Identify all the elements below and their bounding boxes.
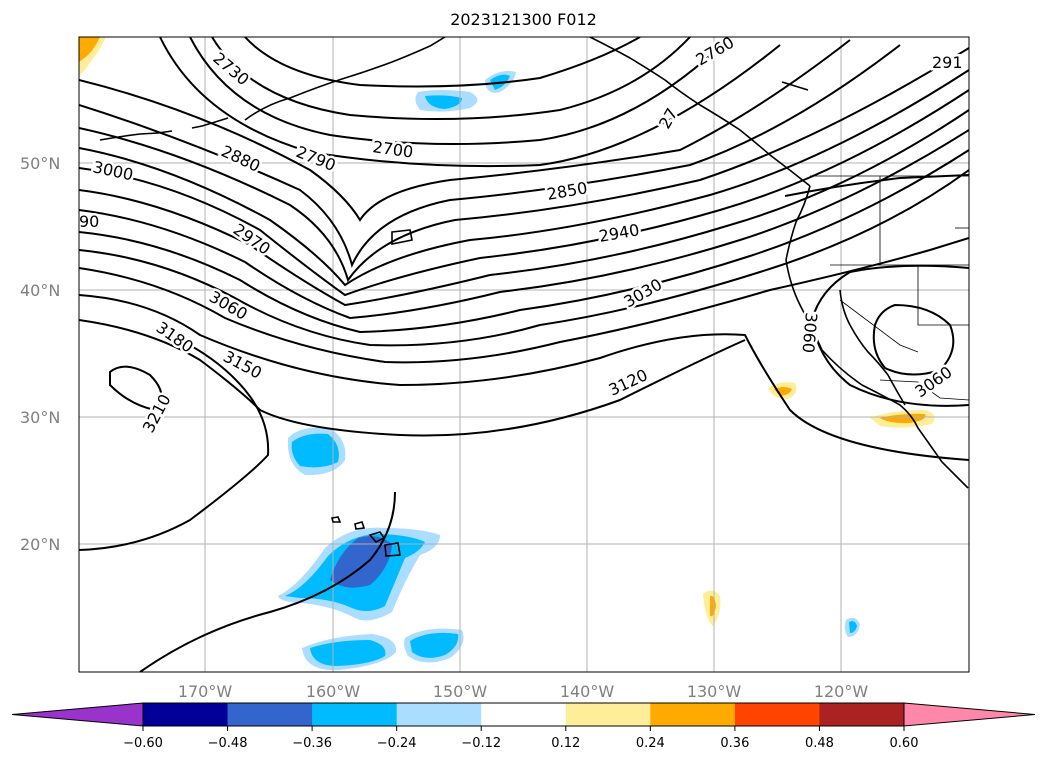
colorbar-extend-high [903, 702, 1036, 727]
lon-label: 170°W [178, 682, 233, 701]
lon-label: 140°W [560, 682, 615, 701]
colorbar-extend-low [11, 702, 144, 727]
colorbar-swatch [481, 703, 567, 726]
colorbar-tick-label: −0.12 [461, 736, 501, 751]
colorbar-swatch [819, 703, 905, 726]
height-contours [79, 37, 969, 672]
map-title: 2023121300 F012 [450, 10, 597, 29]
colorbar-tick-label: 0.36 [720, 736, 749, 751]
colorbar-tick-label: −0.36 [292, 736, 332, 751]
latitude-axis: 50°N 40°N 30°N 20°N [20, 154, 60, 554]
lat-label: 20°N [20, 535, 60, 554]
colorbar-frame [142, 702, 905, 727]
lat-label: 50°N [20, 154, 60, 173]
colorbar: −0.60 −0.48 −0.36 −0.24 −0.12 0.12 0.24 0.36 0.4… [11, 702, 1036, 751]
colorbar-tick-label: −0.24 [377, 736, 417, 751]
colorbar-tick-label: 0.12 [551, 736, 580, 751]
colorbar-swatch [565, 703, 651, 726]
lon-label: 160°W [306, 682, 361, 701]
colorbar-swatch [734, 703, 820, 726]
colorbar-tick-label: 0.24 [636, 736, 665, 751]
coastlines [99, 37, 969, 557]
colorbar-swatch [312, 703, 398, 726]
lat-label: 30°N [20, 408, 60, 427]
lon-label: 120°W [814, 682, 869, 701]
colorbar-swatch [143, 703, 229, 726]
colorbar-swatch [227, 703, 313, 726]
contour-label: 90 [79, 212, 99, 231]
colorbar-tick-label: 0.48 [805, 736, 834, 751]
lon-label: 130°W [687, 682, 742, 701]
longitude-axis: 170°W 160°W 150°W 140°W 130°W 120°W [178, 682, 869, 701]
contour-label: 291 [932, 53, 963, 72]
colorbar-swatch [650, 703, 736, 726]
colorbar-tick-label: −0.60 [123, 736, 163, 751]
plot-frame [78, 36, 970, 673]
colorbar-tick-label: −0.48 [208, 736, 248, 751]
lat-label: 40°N [20, 281, 60, 300]
lon-label: 150°W [433, 682, 488, 701]
contour-label: 3060 [798, 312, 820, 354]
colorbar-tick-label: 0.60 [890, 736, 919, 751]
colorbar-swatch [396, 703, 482, 726]
